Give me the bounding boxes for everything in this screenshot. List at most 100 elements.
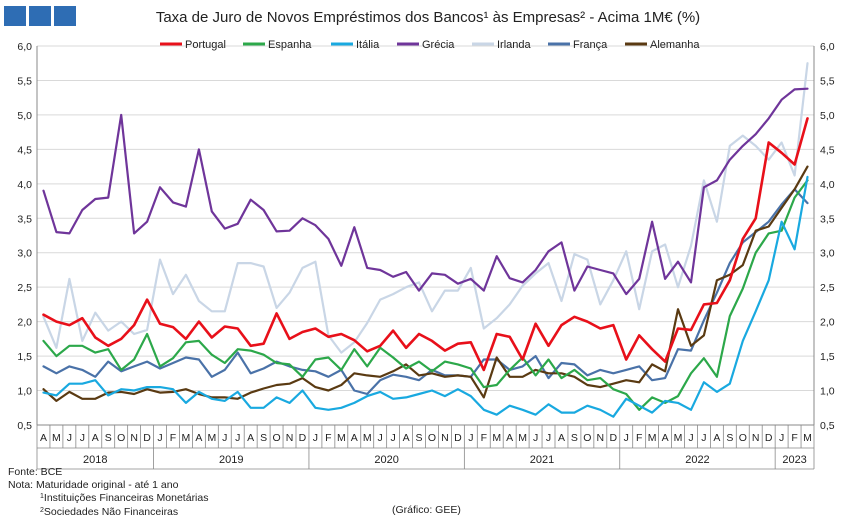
y-tick-label-left: 2,5 (17, 282, 32, 294)
x-tick-label: N (441, 432, 449, 444)
y-tick-label-left: 3,5 (17, 213, 32, 225)
year-label: 2021 (530, 454, 554, 466)
y-tick-label-left: 3,0 (17, 248, 32, 260)
series-line-irlanda (42, 62, 809, 354)
chart-notes: Fonte: BCE Nota: Maturidade original - a… (8, 466, 208, 518)
y-tick-label-right: 1,5 (820, 351, 835, 363)
y-tick-label-left: 6,0 (17, 41, 32, 53)
y-tick-label-left: 2,0 (17, 317, 32, 329)
source-note: Fonte: BCE (8, 466, 63, 478)
x-tick-label: A (558, 432, 565, 444)
x-tick-label: F (325, 432, 331, 444)
y-tick-label-left: 1,0 (17, 386, 32, 398)
y-tick-label-right: 4,5 (820, 144, 835, 156)
x-tick-label: O (583, 432, 591, 444)
x-tick-label: D (454, 432, 462, 444)
series-line-alemanha (42, 165, 809, 402)
x-tick-label: M (803, 432, 812, 444)
x-tick-label: D (609, 432, 617, 444)
x-tick-label: S (416, 432, 423, 444)
year-label: 2019 (219, 454, 243, 466)
y-tick-label-right: 3,0 (820, 248, 835, 260)
y-tick-label-left: 1,5 (17, 351, 32, 363)
y-tick-label-left: 4,0 (17, 179, 32, 191)
brand-logo (4, 6, 76, 26)
footnote-1: 1Instituições Financeiras Monetárias (40, 492, 209, 504)
x-tick-label: J (391, 432, 396, 444)
x-tick-label: O (272, 432, 280, 444)
x-tick-label: J (67, 432, 72, 444)
x-tick-label: M (648, 432, 657, 444)
y-tick-label-right: 1,0 (820, 386, 835, 398)
x-tick-label: M (337, 432, 346, 444)
x-tick-label: S (105, 432, 112, 444)
x-tick-label: J (235, 432, 240, 444)
x-tick-label: J (688, 432, 693, 444)
x-tick-label: M (363, 432, 372, 444)
y-tick-label-right: 4,0 (820, 179, 835, 191)
chart-title: Taxa de Juro de Novos Empréstimos dos Ba… (156, 9, 700, 26)
x-tick-label: N (597, 432, 605, 444)
series-line-portugal (42, 117, 809, 372)
x-tick-label: J (468, 432, 473, 444)
x-tick-label: D (143, 432, 151, 444)
x-tick-label: N (286, 432, 294, 444)
y-tick-label-right: 3,5 (820, 213, 835, 225)
x-tick-label: A (662, 432, 669, 444)
x-tick-label: M (518, 432, 527, 444)
x-tick-label: S (260, 432, 267, 444)
x-tick-label: O (739, 432, 747, 444)
legend-label: França (573, 39, 608, 51)
legend-label: Portugal (185, 39, 226, 51)
x-tick-label: J (779, 432, 784, 444)
legend-label: Irlanda (497, 39, 532, 51)
series-line-itália (42, 175, 809, 418)
year-label: 2018 (83, 454, 107, 466)
y-tick-label-left: 4,5 (17, 144, 32, 156)
series-line-espanha (42, 179, 809, 411)
x-tick-label: A (247, 432, 254, 444)
y-tick-label-right: 5,0 (820, 110, 835, 122)
x-tick-label: A (506, 432, 513, 444)
x-tick-label: D (765, 432, 773, 444)
series-line-grécia (42, 87, 809, 296)
x-tick-label: O (428, 432, 436, 444)
x-tick-label: J (378, 432, 383, 444)
x-tick-label: N (752, 432, 760, 444)
y-tick-label-left: 5,5 (17, 75, 32, 87)
legend-label: Itália (356, 39, 380, 51)
x-tick-label: A (713, 432, 720, 444)
x-tick-label: J (624, 432, 629, 444)
x-tick-label: A (351, 432, 358, 444)
x-tick-label: J (701, 432, 706, 444)
legend-label: Alemanha (650, 39, 700, 51)
legend-label: Espanha (268, 39, 312, 51)
x-tick-label: A (40, 432, 47, 444)
x-tick-label: F (636, 432, 642, 444)
x-tick-label: M (207, 432, 216, 444)
year-label: 2022 (685, 454, 709, 466)
y-tick-label-right: 0,5 (820, 420, 835, 432)
x-tick-label: A (195, 432, 202, 444)
x-tick-label: F (170, 432, 176, 444)
x-tick-label: M (492, 432, 501, 444)
x-tick-label: J (157, 432, 162, 444)
x-tick-label: S (726, 432, 733, 444)
x-tick-label: M (52, 432, 61, 444)
x-tick-label: A (92, 432, 99, 444)
x-tick-label: M (674, 432, 683, 444)
year-label: 2020 (374, 454, 398, 466)
x-tick-label: J (313, 432, 318, 444)
x-tick-label: O (117, 432, 125, 444)
legend-label: Grécia (422, 39, 455, 51)
brand-square (54, 6, 76, 26)
x-tick-label: N (130, 432, 138, 444)
year-label: 2023 (782, 454, 806, 466)
y-tick-label-right: 5,5 (820, 75, 835, 87)
x-tick-label: J (533, 432, 538, 444)
x-tick-label: D (299, 432, 307, 444)
x-tick-label: M (182, 432, 191, 444)
x-tick-label: F (791, 432, 797, 444)
brand-square (4, 6, 26, 26)
